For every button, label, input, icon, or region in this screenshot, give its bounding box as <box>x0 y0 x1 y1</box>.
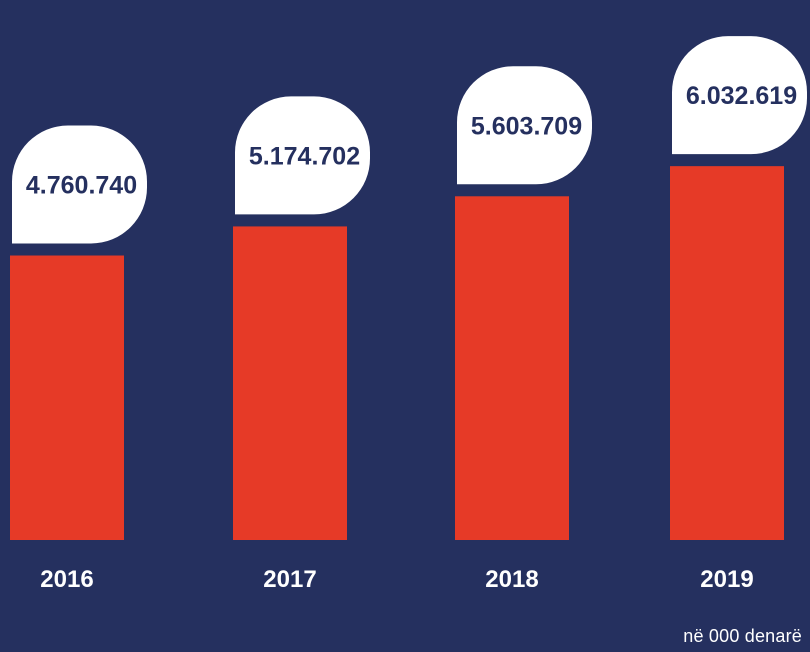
category-label-2016: 2016 <box>40 566 93 593</box>
category-label-2019: 2019 <box>700 566 753 593</box>
value-label-2017: 5.174.702 <box>249 142 360 170</box>
value-label-2019: 6.032.619 <box>686 82 797 110</box>
value-bubble-2018 <box>457 66 593 185</box>
unit-note: në 000 denarë <box>683 626 802 646</box>
value-bubble-2016 <box>12 125 147 244</box>
value-label-2016: 4.760.740 <box>26 172 137 200</box>
bar-2018 <box>455 196 569 541</box>
category-label-2017: 2017 <box>263 566 316 593</box>
bar-2016 <box>10 255 124 540</box>
value-bubble-2017 <box>235 96 370 215</box>
bar-2017 <box>233 226 347 541</box>
category-label-2018: 2018 <box>485 566 538 593</box>
value-label-2018: 5.603.709 <box>471 112 582 140</box>
bar-2019 <box>670 166 784 540</box>
value-bubble-2019 <box>672 36 807 155</box>
